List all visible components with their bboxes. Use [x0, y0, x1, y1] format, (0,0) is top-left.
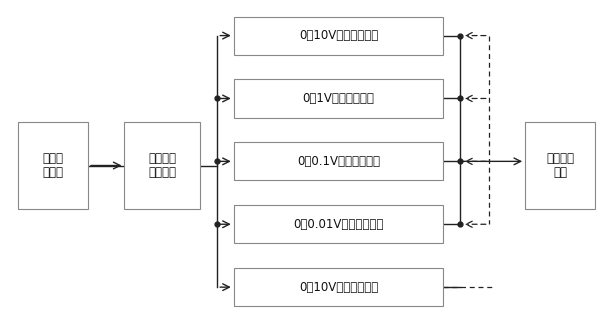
FancyBboxPatch shape: [525, 122, 595, 209]
FancyBboxPatch shape: [234, 268, 443, 306]
Text: 0－10V对数测量通道: 0－10V对数测量通道: [299, 281, 378, 294]
FancyBboxPatch shape: [234, 142, 443, 180]
FancyBboxPatch shape: [18, 122, 88, 209]
FancyBboxPatch shape: [234, 17, 443, 55]
Text: 前置放大
滤波处理: 前置放大 滤波处理: [148, 152, 177, 179]
FancyBboxPatch shape: [234, 205, 443, 243]
Text: 超声波
传感器: 超声波 传感器: [42, 152, 64, 179]
Text: 0－10V线性测量通道: 0－10V线性测量通道: [299, 29, 378, 42]
Text: 0－0.01V线性测量通道: 0－0.01V线性测量通道: [293, 218, 384, 231]
FancyBboxPatch shape: [124, 122, 200, 209]
FancyBboxPatch shape: [234, 79, 443, 118]
Text: 0－0.1V线性测量通道: 0－0.1V线性测量通道: [297, 155, 380, 168]
Text: 0－1V线性测量通道: 0－1V线性测量通道: [302, 92, 375, 105]
Text: 后续处理
电路: 后续处理 电路: [546, 152, 574, 179]
